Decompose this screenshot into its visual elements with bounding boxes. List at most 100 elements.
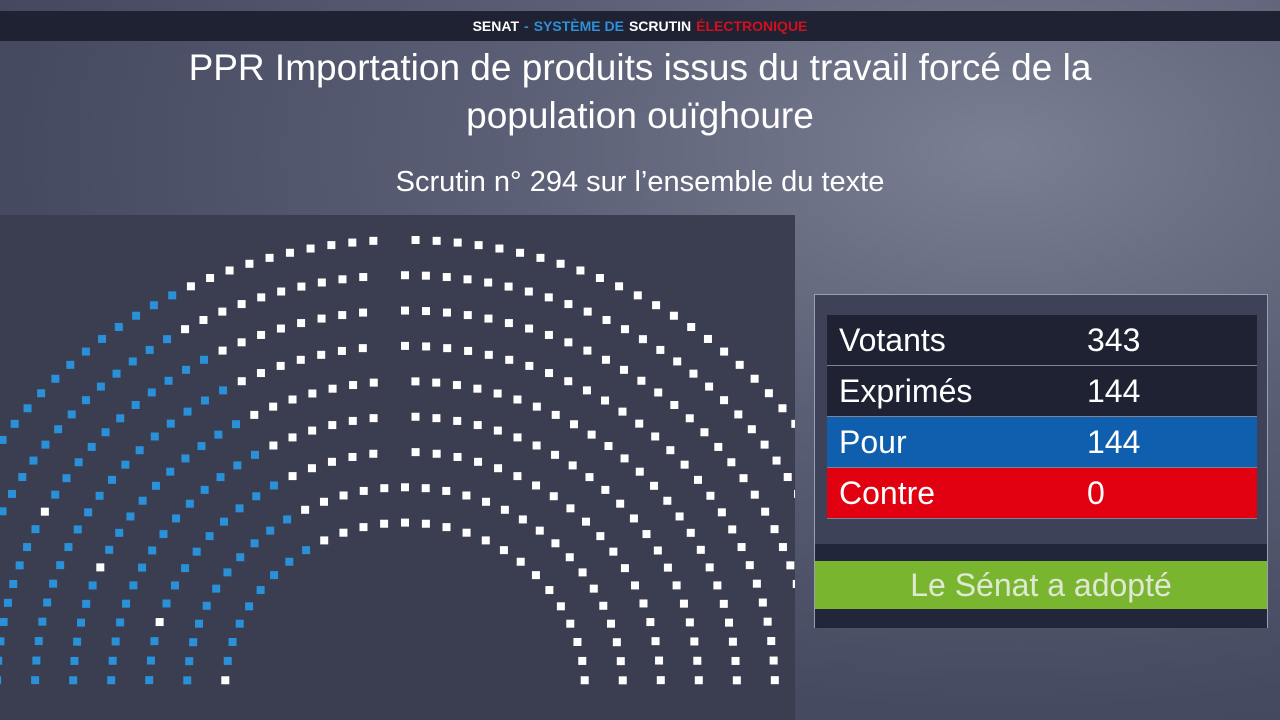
seat [619, 365, 628, 374]
seat [651, 637, 660, 646]
result-value: 144 [1087, 423, 1141, 460]
seat-pour [107, 475, 116, 484]
seat [720, 396, 729, 405]
header-senat: SENAT [472, 18, 520, 34]
seat-pour [49, 579, 58, 588]
seat [693, 656, 702, 665]
seat [500, 505, 509, 514]
seat [206, 274, 215, 282]
result-label: Exprimés [839, 372, 973, 409]
seat [655, 656, 664, 665]
seat [317, 350, 326, 359]
seat [767, 637, 776, 646]
seat [637, 376, 646, 385]
seat [317, 314, 326, 323]
seat [493, 426, 502, 435]
seat [713, 581, 722, 590]
seat [747, 425, 756, 434]
seat-pour [74, 458, 83, 467]
seat [493, 389, 502, 398]
seat [453, 416, 462, 425]
seat [401, 306, 409, 315]
seat [442, 523, 451, 532]
seat-pour [76, 618, 85, 627]
seat [297, 282, 306, 291]
seat [505, 355, 514, 364]
seat [265, 253, 274, 262]
seat [616, 499, 625, 508]
seat-pour [31, 525, 40, 534]
seat [518, 515, 527, 524]
seat [714, 442, 723, 451]
seat [570, 420, 579, 429]
seat [339, 528, 348, 537]
seat-pour [236, 553, 245, 562]
seat [531, 571, 540, 580]
seat [499, 546, 508, 555]
seat-pour [159, 530, 168, 539]
seat-pour [151, 481, 160, 490]
seat [96, 563, 105, 572]
seat [719, 599, 728, 608]
seat-pour [149, 301, 158, 310]
seat-pour [114, 323, 123, 332]
seat [764, 389, 773, 398]
seat [462, 491, 471, 500]
seat-pour [163, 335, 172, 344]
seat [618, 676, 627, 685]
seat [720, 347, 729, 356]
seat [421, 519, 430, 528]
seat [516, 557, 525, 566]
result-row-exprimes: Exprimés 144 [827, 366, 1257, 417]
seat [549, 492, 558, 501]
seat [545, 369, 554, 378]
seat [462, 528, 471, 537]
result-row-votants: Votants 343 [827, 315, 1257, 366]
seat [422, 342, 431, 351]
seat-pour [122, 599, 131, 608]
results-panel: Votants 343 Exprimés 144 Pour 144 Contre 0 L… [814, 294, 1268, 628]
seat [328, 421, 337, 430]
seat [495, 244, 504, 253]
seat [237, 377, 246, 386]
seat [421, 484, 430, 493]
seat [694, 475, 703, 484]
seat-pour [205, 532, 214, 541]
seat-pour [54, 425, 63, 434]
seat [225, 266, 234, 275]
seat [635, 467, 644, 476]
seat-pour [183, 407, 192, 416]
seat-pour [202, 601, 211, 610]
seat [566, 619, 575, 628]
seat [358, 344, 367, 353]
seat [453, 452, 462, 461]
seat [629, 514, 638, 523]
seat [524, 287, 533, 296]
seat [663, 563, 672, 572]
seat [257, 330, 266, 339]
seat [642, 530, 651, 539]
seat [705, 382, 714, 391]
seat [760, 440, 769, 449]
seat [566, 504, 575, 513]
page-subtitle: Scrutin n° 294 sur l’ensemble du texte [395, 166, 885, 198]
seat [551, 450, 560, 459]
seat-pour [223, 656, 232, 665]
seat-pour [3, 598, 12, 607]
divider [815, 544, 1267, 561]
seat-pour [129, 581, 138, 590]
seat [218, 346, 227, 355]
seat [411, 235, 420, 244]
seat [734, 410, 743, 419]
seat [443, 344, 452, 353]
seat-pour [250, 539, 259, 548]
seat [525, 324, 534, 333]
seat-pour [87, 442, 96, 451]
seat [778, 543, 787, 552]
seat-pour [250, 450, 259, 459]
seat-pour [181, 454, 190, 463]
seat [578, 568, 587, 577]
outcome-banner: Le Sénat a adopté [815, 561, 1267, 609]
seat [328, 384, 337, 393]
seat [338, 275, 347, 284]
